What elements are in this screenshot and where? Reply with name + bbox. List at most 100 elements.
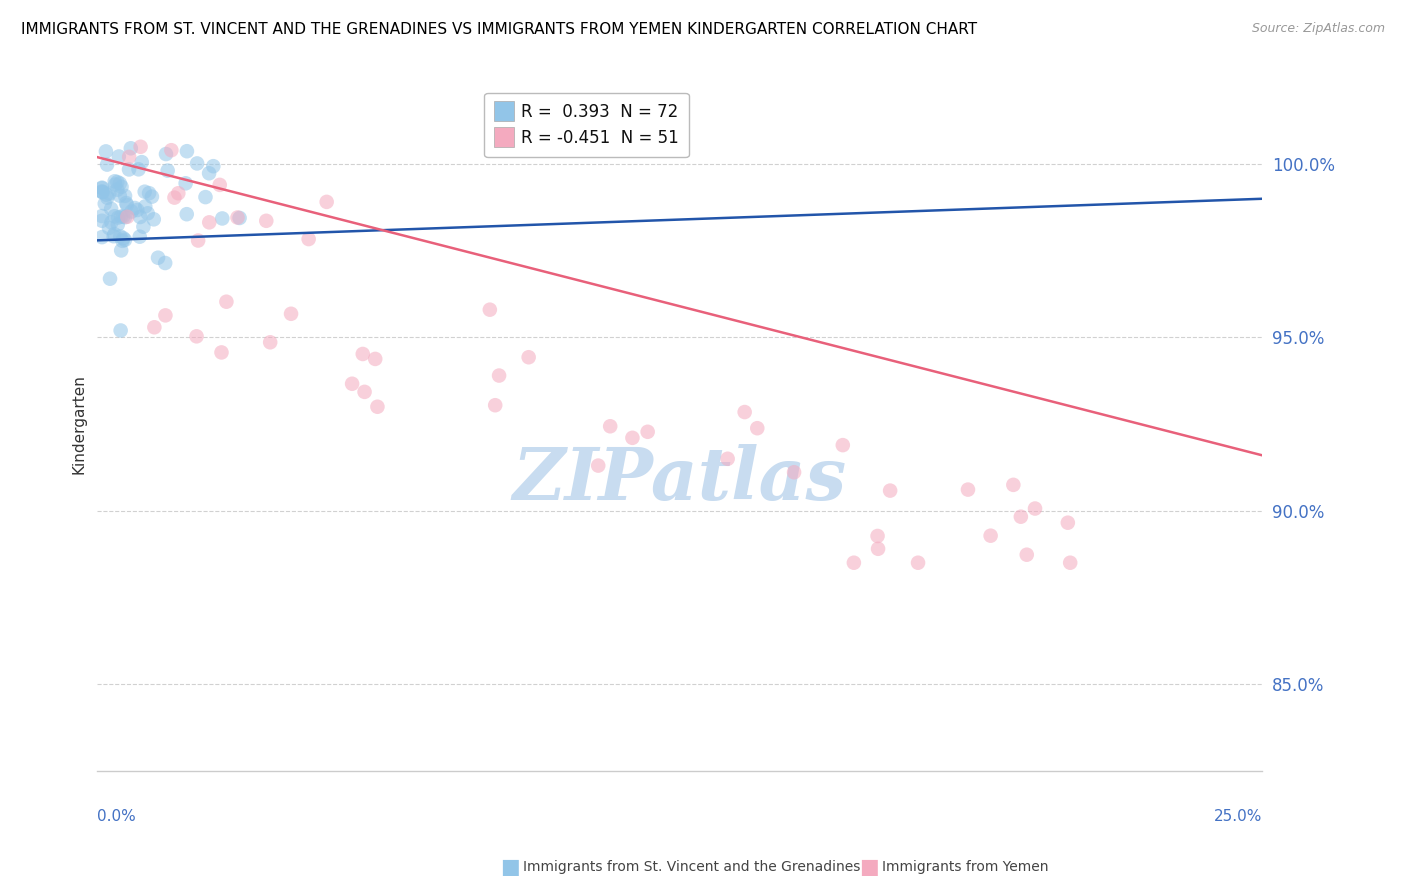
- Point: [980, 529, 1002, 543]
- Point: [107, 211, 129, 225]
- Point: [124, 201, 146, 215]
- Point: [353, 384, 375, 399]
- Point: [91, 185, 114, 199]
- Point: [110, 244, 132, 258]
- Point: [105, 175, 128, 189]
- Point: [198, 166, 221, 180]
- Point: [129, 140, 152, 154]
- Text: IMMIGRANTS FROM ST. VINCENT AND THE GRENADINES VS IMMIGRANTS FROM YEMEN KINDERGA: IMMIGRANTS FROM ST. VINCENT AND THE GREN…: [21, 22, 977, 37]
- Point: [517, 350, 540, 364]
- Text: Immigrants from Yemen: Immigrants from Yemen: [882, 860, 1047, 874]
- Point: [211, 345, 233, 359]
- Point: [734, 405, 756, 419]
- Legend: R =  0.393  N = 72, R = -0.451  N = 51: R = 0.393 N = 72, R = -0.451 N = 51: [484, 93, 689, 157]
- Point: [842, 556, 865, 570]
- Point: [194, 190, 217, 204]
- Point: [879, 483, 901, 498]
- Point: [156, 163, 179, 178]
- Point: [131, 155, 153, 169]
- Point: [112, 210, 135, 224]
- Point: [103, 227, 125, 241]
- Point: [110, 210, 132, 224]
- Y-axis label: Kindergarten: Kindergarten: [72, 374, 86, 474]
- Point: [98, 271, 121, 285]
- Point: [176, 207, 198, 221]
- Point: [110, 229, 132, 244]
- Point: [142, 212, 165, 227]
- Text: ■: ■: [859, 857, 879, 877]
- Point: [146, 251, 169, 265]
- Point: [621, 431, 644, 445]
- Point: [134, 199, 156, 213]
- Point: [315, 194, 337, 209]
- Point: [132, 219, 155, 234]
- Point: [91, 213, 114, 227]
- Point: [1059, 556, 1081, 570]
- Point: [366, 400, 388, 414]
- Point: [115, 198, 138, 212]
- Point: [134, 185, 156, 199]
- Point: [187, 234, 209, 248]
- Point: [202, 159, 225, 173]
- Text: ■: ■: [501, 857, 520, 877]
- Point: [868, 541, 890, 556]
- Point: [91, 185, 114, 199]
- Point: [155, 147, 177, 161]
- Point: [138, 186, 160, 201]
- Point: [91, 181, 114, 195]
- Point: [1024, 501, 1046, 516]
- Point: [112, 231, 135, 245]
- Point: [129, 210, 152, 224]
- Text: Immigrants from St. Vincent and the Grenadines: Immigrants from St. Vincent and the Gren…: [523, 860, 860, 874]
- Point: [167, 186, 190, 201]
- Point: [831, 438, 853, 452]
- Point: [96, 191, 118, 205]
- Point: [298, 232, 321, 246]
- Point: [118, 162, 141, 177]
- Point: [91, 209, 114, 223]
- Point: [128, 162, 150, 177]
- Point: [120, 141, 142, 155]
- Point: [599, 419, 621, 434]
- Text: ZIPatlas: ZIPatlas: [513, 444, 846, 515]
- Point: [163, 191, 186, 205]
- Point: [280, 307, 302, 321]
- Point: [215, 294, 238, 309]
- Point: [160, 143, 183, 157]
- Point: [153, 256, 176, 270]
- Point: [340, 376, 363, 391]
- Point: [98, 186, 121, 201]
- Point: [108, 177, 131, 191]
- Point: [259, 335, 281, 350]
- Point: [127, 202, 149, 217]
- Text: Source: ZipAtlas.com: Source: ZipAtlas.com: [1251, 22, 1385, 36]
- Point: [211, 211, 233, 226]
- Point: [176, 145, 198, 159]
- Point: [956, 483, 979, 497]
- Point: [143, 320, 166, 334]
- Point: [907, 556, 929, 570]
- Point: [98, 221, 121, 235]
- Point: [488, 368, 510, 383]
- Point: [1010, 509, 1032, 524]
- Point: [105, 183, 128, 197]
- Point: [637, 425, 659, 439]
- Point: [117, 210, 139, 224]
- Point: [155, 309, 177, 323]
- Point: [114, 233, 136, 247]
- Point: [1015, 548, 1038, 562]
- Point: [94, 145, 117, 159]
- Point: [96, 158, 118, 172]
- Point: [100, 215, 122, 229]
- Point: [108, 149, 131, 163]
- Point: [186, 329, 208, 343]
- Point: [186, 156, 208, 170]
- Point: [1002, 478, 1025, 492]
- Point: [121, 204, 143, 219]
- Point: [228, 211, 250, 225]
- Text: 0.0%: 0.0%: [97, 809, 136, 824]
- Point: [115, 196, 138, 211]
- Point: [104, 209, 127, 223]
- Text: 25.0%: 25.0%: [1213, 809, 1263, 824]
- Point: [110, 179, 132, 194]
